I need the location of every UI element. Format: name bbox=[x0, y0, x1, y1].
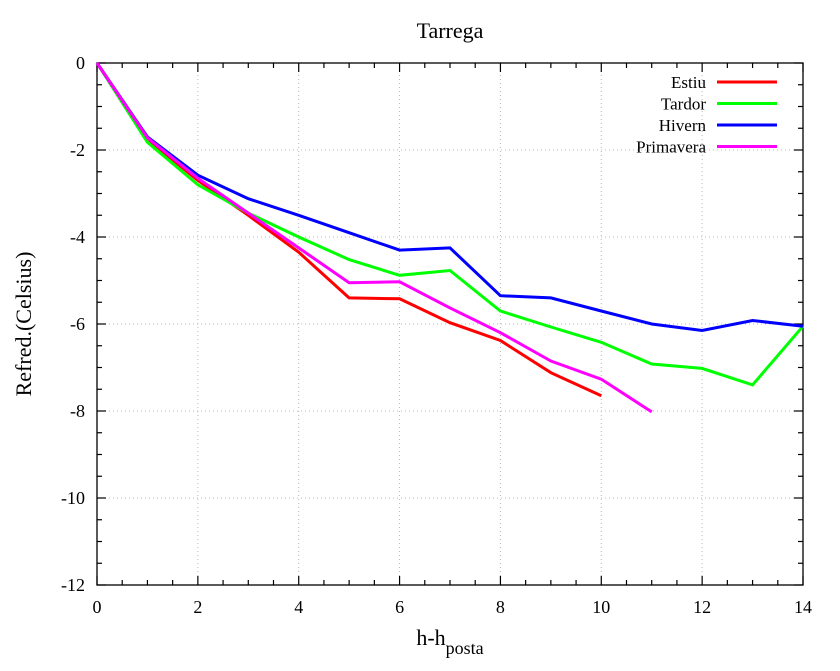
x-tick-labels: 0 2 4 6 8 10 12 14 bbox=[93, 597, 813, 617]
chart-title: Tarrega bbox=[417, 18, 484, 43]
legend-label-tardor: Tardor bbox=[661, 95, 706, 114]
y-tick-label: -6 bbox=[70, 314, 85, 334]
x-tick-label: 2 bbox=[193, 597, 202, 617]
series-lines bbox=[95, 62, 805, 414]
y-tick-labels: 0 -2 -4 -6 -8 -10 -12 bbox=[61, 53, 85, 595]
x-tick-label: 14 bbox=[794, 597, 812, 617]
y-tick-label: -8 bbox=[70, 401, 85, 421]
grid bbox=[97, 63, 803, 585]
legend-label-primavera: Primavera bbox=[636, 138, 706, 157]
x-tick-label: 4 bbox=[294, 597, 303, 617]
x-axis-label: h-hposta bbox=[416, 625, 483, 658]
x-tick-label: 8 bbox=[496, 597, 505, 617]
y-tick-label: -4 bbox=[70, 227, 85, 247]
x-tick-label: 6 bbox=[395, 597, 404, 617]
x-tick-label: 0 bbox=[93, 597, 102, 617]
y-tick-label: -2 bbox=[70, 140, 85, 160]
y-tick-label: 0 bbox=[76, 53, 85, 73]
x-axis-label-main: h-h bbox=[416, 625, 445, 650]
series-line-hivern bbox=[95, 62, 804, 333]
y-tick-label: -12 bbox=[61, 575, 85, 595]
legend: Estiu Tardor Hivern Primavera bbox=[636, 73, 777, 157]
x-tick-label: 12 bbox=[693, 597, 711, 617]
series-line-tardor bbox=[95, 62, 805, 387]
y-axis-label: Refred.(Celsius) bbox=[11, 252, 36, 397]
series-line-primavera bbox=[95, 62, 653, 414]
legend-label-hivern: Hivern bbox=[659, 116, 707, 135]
legend-label-estiu: Estiu bbox=[671, 73, 706, 92]
x-tick-label: 10 bbox=[592, 597, 610, 617]
y-tick-label: -10 bbox=[61, 488, 85, 508]
axis-ticks bbox=[96, 62, 804, 586]
x-axis-label-subscript: posta bbox=[446, 638, 484, 658]
